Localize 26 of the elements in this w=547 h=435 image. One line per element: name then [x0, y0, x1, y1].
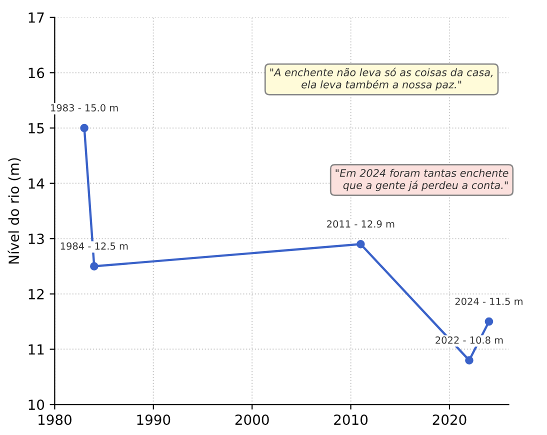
y-tick-label: 11 — [28, 344, 44, 355]
point — [484, 317, 494, 326]
y-axis-title: Nível do rio (m) — [8, 158, 21, 264]
x-tick-label: 2020 — [432, 414, 466, 426]
y-tick-label: 14 — [28, 178, 44, 189]
annotation: 2011 - 12.9 m — [327, 220, 394, 228]
y-tick-label: 13 — [28, 234, 44, 244]
annotation: 2024 - 11.5 m — [455, 298, 522, 306]
point — [356, 240, 365, 248]
point — [90, 262, 98, 270]
y-tick-label: 17 — [28, 12, 44, 23]
y-tick-label: 16 — [28, 68, 44, 78]
point — [80, 124, 88, 132]
x-tick-label: 1990 — [137, 414, 170, 426]
annotation: "Em 2024 foram tantas enchente que a gente já perdeu a conta." — [336, 168, 508, 192]
x-tick-label: 2000 — [235, 414, 269, 426]
x-tick-label: 1980 — [38, 414, 72, 426]
annotation: 1983 - 15.0 m — [51, 104, 118, 112]
x-tick-label: 2010 — [334, 414, 368, 426]
y-tick-label: 15 — [28, 123, 44, 134]
y-tick-label: 12 — [28, 288, 44, 300]
annotation: 1984 - 12.5 m — [60, 242, 128, 250]
annotation: 2022 - 10.8 m — [436, 336, 503, 344]
y-tick-label: 10 — [28, 400, 44, 410]
point — [465, 356, 474, 364]
annotation: "A enchente não leva só as coisas da casa, ela leva também a nossa paz." — [270, 68, 493, 90]
